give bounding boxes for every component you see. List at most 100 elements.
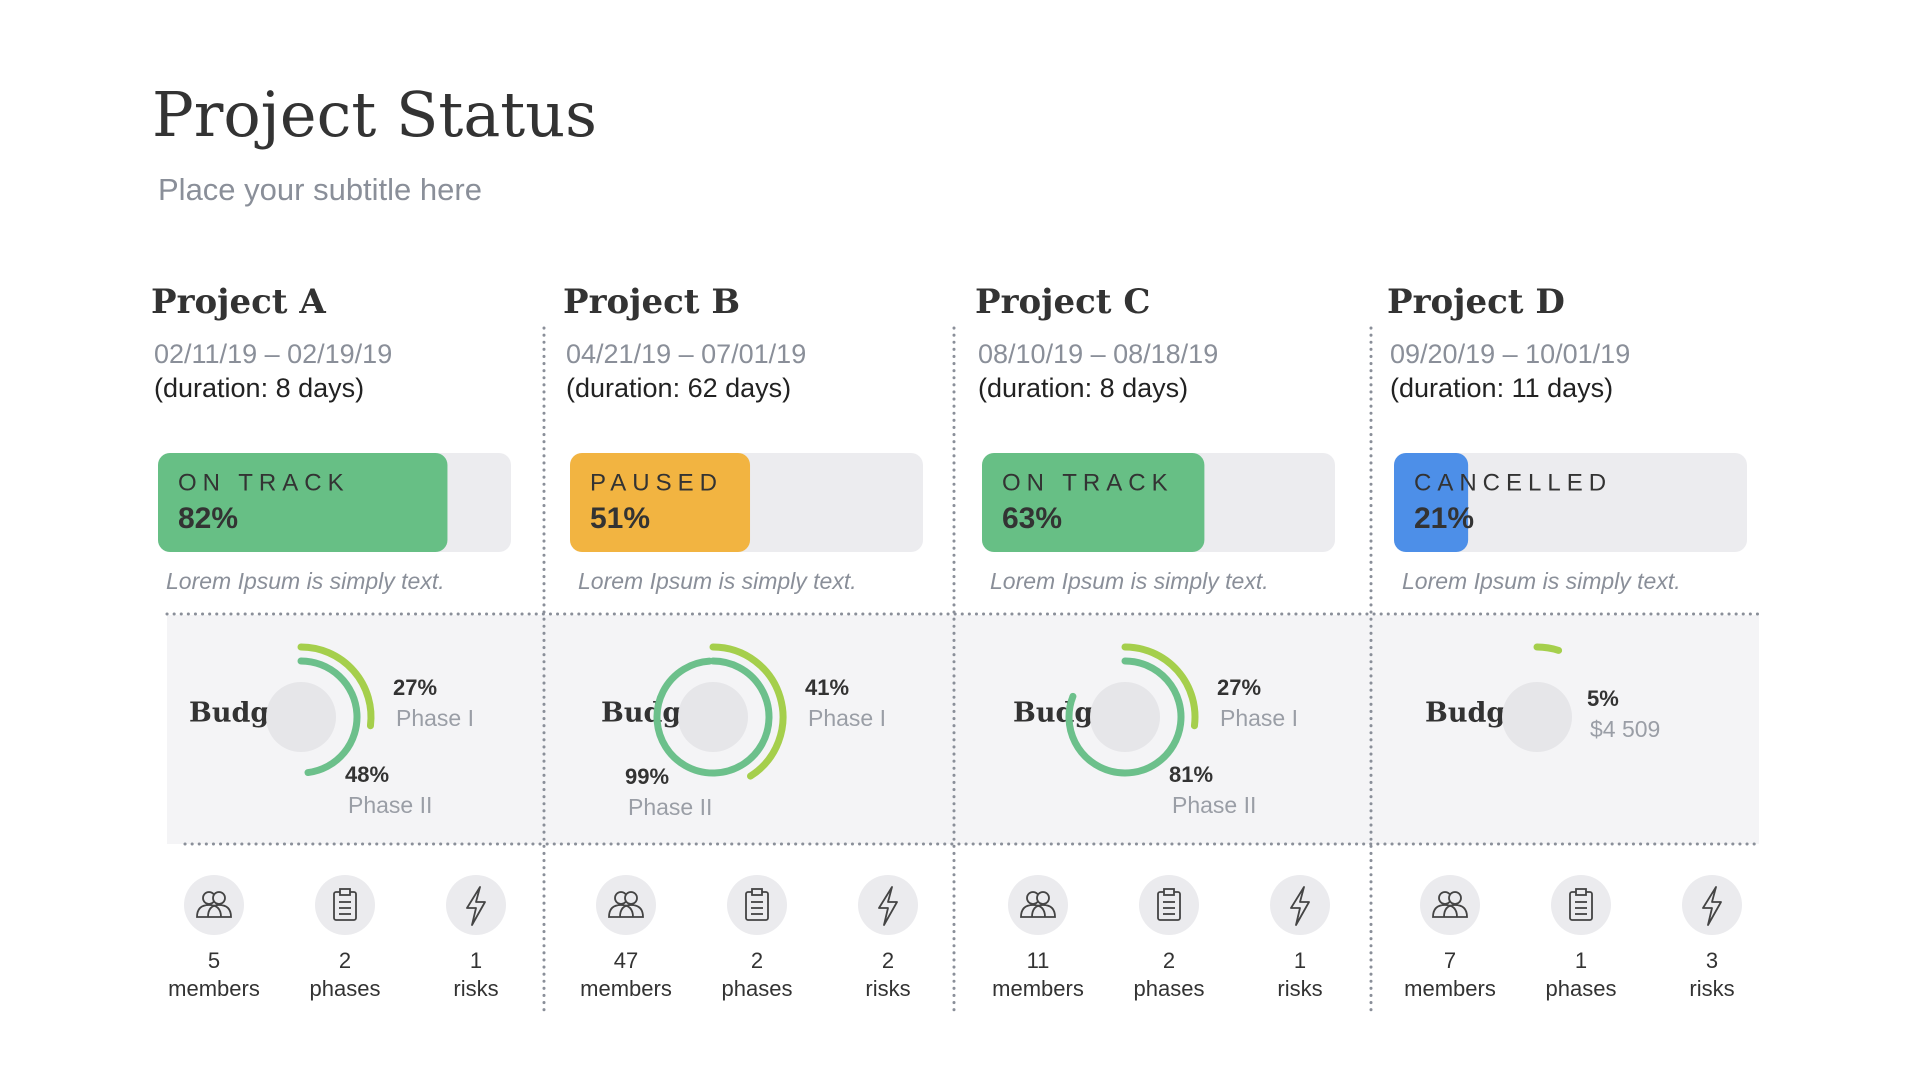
icon-part (1448, 891, 1462, 905)
donut-center (1502, 682, 1572, 752)
stat-label: members (992, 976, 1084, 1001)
project-name: Project D (1387, 282, 1565, 322)
budget-arc (1533, 643, 1563, 654)
stat-count: 1 (1294, 948, 1306, 973)
project-duration: (duration: 8 days) (154, 373, 364, 403)
budget-arc (1121, 643, 1199, 730)
phase-value: 5% (1587, 686, 1619, 711)
progress-label: 21% (1414, 502, 1474, 535)
phase-value: 27% (1217, 675, 1261, 700)
phase-value: 48% (345, 762, 389, 787)
icon-bg (858, 875, 918, 935)
icon-part (608, 904, 644, 918)
note: Lorem Ipsum is simply text. (578, 568, 857, 594)
icon-part (624, 891, 638, 905)
budget-arc (1065, 657, 1185, 777)
phase-caption: Phase I (1220, 705, 1298, 731)
stat-icon (1157, 888, 1181, 921)
phase-caption: $4 509 (1590, 716, 1660, 742)
phase-value: 27% (393, 675, 437, 700)
progress-bar (158, 453, 448, 552)
status: ON TRACK (178, 469, 350, 496)
budget-arc (653, 657, 773, 777)
title: Project Status (152, 78, 597, 151)
icon-part (196, 904, 232, 918)
budget-arc (297, 643, 375, 730)
budget-arc (709, 643, 787, 780)
project-dates: 02/11/19 – 02/19/19 (154, 339, 392, 369)
stat-count: 47 (614, 948, 638, 973)
progress-label: 63% (1002, 502, 1062, 535)
stat-label: risks (865, 976, 910, 1001)
phase-caption: Phase I (396, 705, 474, 731)
stat-count: 5 (208, 948, 220, 973)
stat-label: risks (453, 976, 498, 1001)
stat-label: members (1404, 976, 1496, 1001)
icon-part (1020, 904, 1056, 918)
stat-count: 1 (1575, 948, 1587, 973)
stat-label: risks (1277, 976, 1322, 1001)
stat-count: 1 (470, 948, 482, 973)
project-duration: (duration: 11 days) (1390, 373, 1613, 403)
donut-center (1090, 682, 1160, 752)
stat-icon (1432, 891, 1468, 918)
project-duration: (duration: 8 days) (978, 373, 1188, 403)
stat-icon (196, 891, 232, 918)
icon-part (1432, 904, 1468, 918)
icon-part (1702, 886, 1722, 926)
phase-value: 41% (805, 675, 849, 700)
stat-icon (1290, 886, 1310, 926)
stat-label: risks (1689, 976, 1734, 1001)
project-name: Project C (975, 282, 1150, 322)
stat-icon (878, 886, 898, 926)
stat-count: 3 (1706, 948, 1718, 973)
phase-value: 99% (625, 764, 669, 789)
subtitle: Place your subtitle here (158, 172, 482, 207)
stat-count: 7 (1444, 948, 1456, 973)
status: PAUSED (590, 469, 723, 496)
icon-part (751, 888, 763, 896)
project-name: Project A (151, 282, 326, 322)
icon-bg (1139, 875, 1199, 935)
progress-track (1394, 453, 1747, 552)
stat-count: 2 (1163, 948, 1175, 973)
stat-label: phases (1134, 976, 1205, 1001)
status: ON TRACK (1002, 469, 1174, 496)
icon-bg (315, 875, 375, 935)
icon-part (1036, 891, 1050, 905)
stat-icon (1702, 886, 1722, 926)
phase-caption: Phase II (1172, 792, 1256, 818)
icon-part (1290, 886, 1310, 926)
icon-bg (727, 875, 787, 935)
progress-bar (1394, 453, 1469, 552)
donut-center (678, 682, 748, 752)
project-dates: 04/21/19 – 07/01/19 (566, 339, 806, 369)
stat-label: members (168, 976, 260, 1001)
icon-part (878, 886, 898, 926)
stat-label: phases (1546, 976, 1617, 1001)
donut-center (266, 682, 336, 752)
budget-arc (297, 657, 361, 777)
note: Lorem Ipsum is simply text. (166, 568, 445, 594)
stat-icon (1569, 888, 1593, 921)
status: CANCELLED (1414, 469, 1612, 496)
icon-part (1163, 888, 1175, 896)
project-dates: 09/20/19 – 10/01/19 (1390, 339, 1630, 369)
icon-part (212, 891, 226, 905)
progress-label: 82% (178, 502, 238, 535)
stat-icon (745, 888, 769, 921)
icon-part (339, 888, 351, 896)
icon-bg (1270, 875, 1330, 935)
icon-part (1575, 888, 1587, 896)
stat-count: 2 (751, 948, 763, 973)
stat-label: phases (310, 976, 381, 1001)
progress-bar (982, 453, 1205, 552)
icon-bg (446, 875, 506, 935)
icon-part (466, 886, 486, 926)
stat-icon (333, 888, 357, 921)
phase-value: 81% (1169, 762, 1213, 787)
budget-band (167, 615, 1759, 844)
note: Lorem Ipsum is simply text. (1402, 568, 1681, 594)
stat-icon (1020, 891, 1056, 918)
